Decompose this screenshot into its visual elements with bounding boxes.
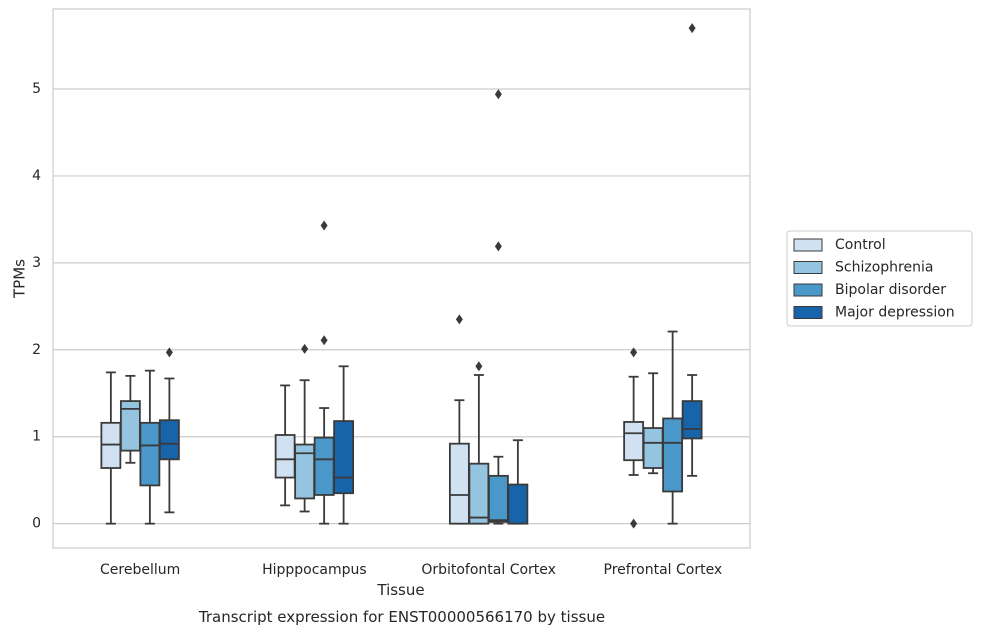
legend-label: Bipolar disorder — [835, 282, 946, 298]
box-iqr — [662, 417, 684, 493]
box-control-1 — [274, 384, 296, 507]
box-schizophrenia-0 — [119, 374, 141, 464]
y-tick-label: 0 — [32, 516, 41, 532]
outlier-point — [320, 220, 328, 231]
box-control-3 — [623, 347, 645, 529]
box-iqr — [139, 421, 161, 487]
outlier-point — [165, 347, 173, 358]
box-schizophrenia-1 — [294, 343, 316, 513]
y-tick-labels: 0 1 2 3 4 5 — [32, 81, 41, 532]
outlier-point — [455, 314, 463, 325]
outlier-point — [301, 343, 309, 354]
y-tick-label: 4 — [32, 168, 41, 184]
outlier-point — [630, 347, 638, 358]
box-bipolar-disorder-3 — [662, 330, 684, 525]
box-iqr — [507, 483, 529, 525]
box-iqr — [333, 420, 355, 495]
y-tick-label: 5 — [32, 81, 41, 97]
x-tick-label: Prefrontal Cortex — [604, 562, 723, 578]
box-iqr — [448, 442, 470, 525]
x-tick-label: Orbitofontal Cortex — [421, 562, 556, 578]
outlier-point — [494, 89, 502, 100]
legend-label: Schizophrenia — [835, 260, 933, 276]
x-axis-label: Tissue — [376, 581, 424, 599]
y-tick-label: 1 — [32, 429, 41, 445]
y-tick-label: 2 — [32, 342, 41, 358]
box-bipolar-disorder-1 — [313, 220, 335, 525]
legend: Control Schizophrenia Bipolar disorder Majo… — [786, 230, 973, 327]
y-axis-label: TPMs — [11, 259, 29, 299]
box-bipolar-disorder-2 — [487, 89, 509, 525]
box-iqr — [313, 436, 335, 496]
outlier-point — [494, 241, 502, 252]
box-iqr — [487, 474, 509, 523]
box-major-depression-0 — [158, 347, 180, 514]
outlier-point — [630, 518, 638, 529]
box-iqr — [642, 427, 664, 469]
legend-swatch — [793, 306, 823, 319]
x-tick-label: Cerebellum — [100, 562, 180, 578]
legend-swatch — [793, 261, 823, 274]
plot-frame — [52, 8, 751, 549]
x-tick-label: Hipppocampus — [262, 562, 367, 578]
legend-frame — [786, 230, 973, 327]
box-bipolar-disorder-0 — [139, 369, 161, 525]
box-major-depression-1 — [333, 365, 355, 525]
box-control-2 — [448, 314, 470, 525]
box-control-0 — [100, 371, 122, 525]
box-major-depression-2 — [507, 439, 529, 525]
legend-swatch — [793, 283, 823, 297]
legend-label: Major depression — [835, 305, 955, 321]
chart-caption: Transcript expression for ENST0000056617… — [198, 608, 605, 626]
box-iqr — [158, 419, 180, 461]
outlier-point — [688, 23, 696, 34]
outlier-point — [475, 361, 483, 372]
legend-label: Control — [835, 237, 886, 253]
x-tick-labels: Cerebellum Hipppocampus Orbitofontal Corte… — [100, 562, 722, 578]
outlier-point — [320, 335, 328, 346]
box-iqr — [623, 421, 645, 462]
box-iqr — [274, 434, 296, 479]
box-iqr — [468, 462, 490, 525]
box-iqr — [681, 400, 703, 440]
boxes — [100, 23, 703, 529]
y-tick-label: 3 — [32, 255, 41, 271]
legend-swatch — [793, 238, 823, 252]
box-major-depression-3 — [681, 23, 703, 477]
box-schizophrenia-2 — [468, 361, 490, 525]
box-schizophrenia-3 — [642, 372, 664, 475]
